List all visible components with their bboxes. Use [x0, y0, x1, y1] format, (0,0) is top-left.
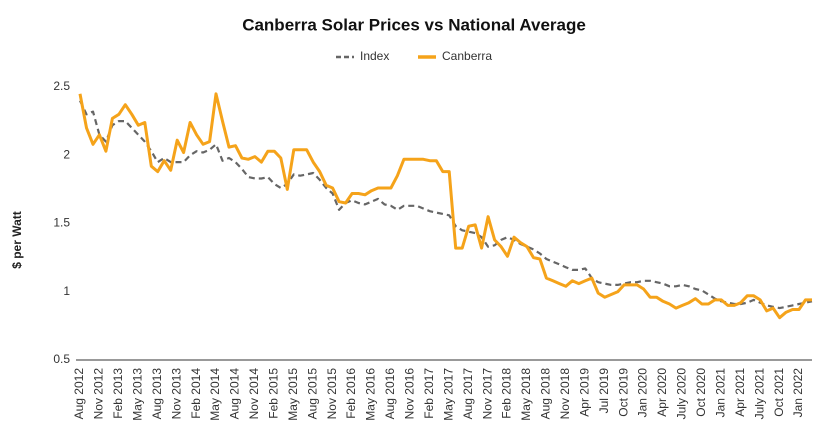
x-tick-label: Nov 2012 — [92, 368, 106, 420]
x-tick-label: Jan 2020 — [636, 368, 650, 418]
x-tick-label: Feb 2018 — [500, 368, 514, 419]
x-tick-label: May 2014 — [208, 368, 222, 421]
x-tick-label: Nov 2013 — [169, 368, 183, 420]
x-tick-label: Jan 2021 — [713, 368, 727, 418]
x-tick-label: Apr 2020 — [655, 368, 669, 417]
x-tick-label: May 2017 — [441, 368, 455, 421]
x-tick-label: Aug 2018 — [539, 368, 553, 420]
x-tick-label: Aug 2014 — [228, 368, 242, 420]
x-tick-label: May 2013 — [130, 368, 144, 421]
x-tick-label: Nov 2015 — [325, 368, 339, 420]
x-tick-label: Nov 2016 — [403, 368, 417, 420]
x-tick-label: Oct 2020 — [694, 368, 708, 417]
x-tick-label: Oct 2021 — [772, 368, 786, 417]
x-tick-label: Jul 2019 — [597, 368, 611, 414]
x-tick-label: Nov 2017 — [480, 368, 494, 420]
y-tick-label: 2 — [63, 147, 70, 161]
x-tick-label: May 2018 — [519, 368, 533, 421]
legend-label: Canberra — [442, 49, 492, 63]
x-tick-label: Aug 2017 — [461, 368, 475, 420]
line-series — [79, 100, 813, 310]
x-tick-label: Aug 2013 — [150, 368, 164, 420]
x-tick-label: Aug 2016 — [383, 368, 397, 420]
x-tick-label: Feb 2017 — [422, 368, 436, 419]
y-tick-label: 1 — [63, 284, 70, 298]
x-tick-label: Oct 2019 — [616, 368, 630, 417]
x-tick-label: July 2020 — [675, 368, 689, 420]
x-tick-label: Feb 2013 — [111, 368, 125, 419]
x-tick-label: Nov 2014 — [247, 368, 261, 420]
x-tick-label: May 2015 — [286, 368, 300, 421]
line-series — [78, 92, 812, 320]
x-tick-label: Aug 2012 — [72, 368, 86, 420]
y-axis-title: $ per Watt — [10, 211, 24, 269]
chart-title: Canberra Solar Prices vs National Averag… — [242, 15, 586, 34]
x-tick-label: Apr 2021 — [733, 368, 747, 417]
legend-label: Index — [360, 49, 389, 63]
x-tick-label: Apr 2019 — [577, 368, 591, 417]
x-tick-label: Jan 2022 — [791, 368, 805, 418]
y-tick-label: 2.5 — [53, 79, 70, 93]
x-tick-label: Aug 2015 — [305, 368, 319, 420]
y-tick-label: 1.5 — [53, 216, 70, 230]
x-tick-label: May 2016 — [364, 368, 378, 421]
x-tick-label: Feb 2015 — [267, 368, 281, 419]
x-tick-label: Nov 2018 — [558, 368, 572, 420]
y-tick-label: 0.5 — [53, 352, 70, 366]
x-tick-label: Feb 2016 — [344, 368, 358, 419]
x-tick-label: July 2021 — [752, 368, 766, 420]
x-tick-label: Feb 2014 — [189, 368, 203, 419]
